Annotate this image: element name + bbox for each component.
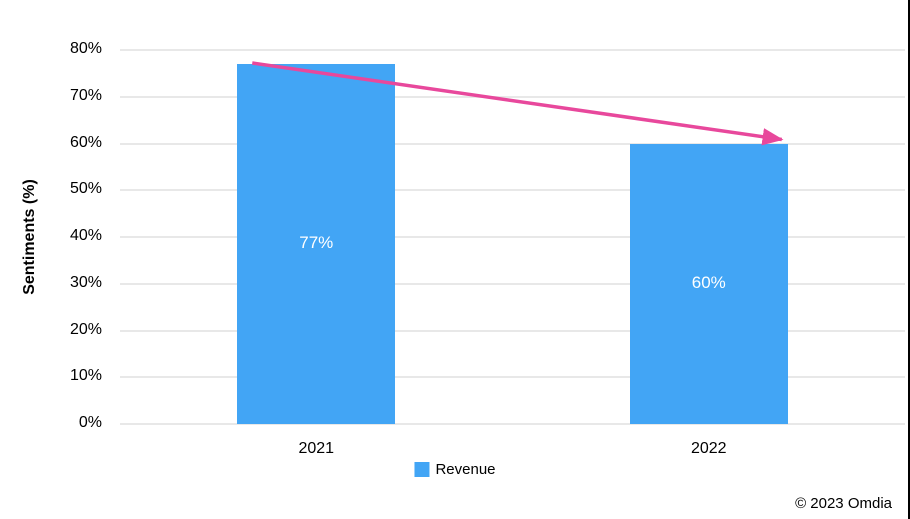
gridline: [120, 49, 905, 51]
gridline: [120, 142, 905, 145]
y-tick-label: 60%: [69, 133, 102, 151]
x-tick-label: 2021: [298, 440, 335, 457]
bar-data-label: 77%: [299, 233, 334, 252]
y-tick-label: 40%: [69, 227, 102, 244]
bar-data-label: 60%: [691, 272, 726, 292]
x-tick-label: 2022: [690, 440, 727, 457]
y-tick-label: 50%: [69, 180, 102, 198]
gridline: [120, 329, 905, 332]
legend-swatch: [414, 462, 430, 477]
gridline: [120, 189, 905, 192]
y-tick-label: 80%: [69, 40, 102, 57]
legend: Revenue: [414, 461, 496, 478]
y-tick-label: 30%: [69, 273, 102, 291]
y-tick-label: 70%: [69, 86, 102, 104]
bar: [629, 143, 788, 424]
gridline: [120, 376, 905, 379]
gridline: [120, 282, 905, 285]
y-tick-label: 0%: [78, 414, 102, 431]
y-tick-label: 20%: [69, 320, 102, 338]
gridline: [120, 423, 905, 425]
gridline: [120, 236, 905, 238]
copyright: © 2023 Omdia: [795, 495, 892, 512]
y-tick-label: 10%: [69, 367, 102, 385]
legend-label: Revenue: [435, 461, 496, 478]
